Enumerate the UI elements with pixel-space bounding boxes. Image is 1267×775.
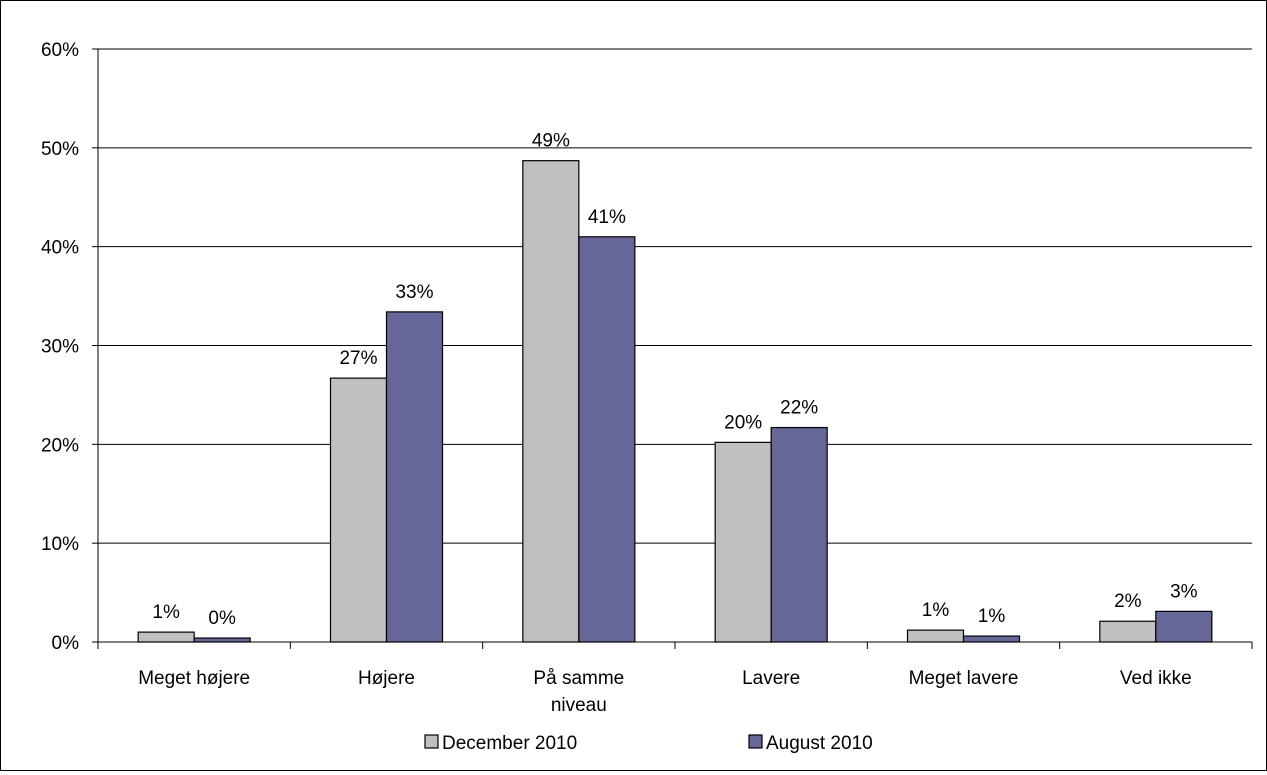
gridlines	[98, 48, 1252, 544]
bar	[1155, 610, 1213, 643]
data-label: 22%	[780, 398, 818, 419]
y-tick-label: 40%	[41, 238, 79, 259]
data-label: 41%	[588, 207, 626, 228]
x-tick-label: Ved ikke	[1120, 668, 1192, 689]
bar	[522, 160, 580, 643]
bar	[1099, 620, 1157, 643]
data-label: 0%	[208, 608, 236, 629]
data-label: 27%	[339, 348, 377, 369]
data-label: 20%	[724, 412, 762, 433]
x-tick-label: Højere	[358, 668, 415, 689]
x-tick-label: Meget lavere	[909, 668, 1019, 689]
y-tick-label: 60%	[41, 40, 79, 61]
x-tick-label: På samme	[533, 668, 624, 689]
bar	[578, 236, 636, 643]
legend-swatch	[424, 734, 439, 749]
data-label: 1%	[978, 606, 1006, 627]
y-tick-label: 10%	[41, 534, 79, 555]
y-tick-label: 50%	[41, 139, 79, 160]
bar	[329, 377, 388, 643]
data-label: 1%	[152, 602, 180, 623]
legend-swatch	[748, 734, 763, 749]
y-tick-label: 20%	[41, 435, 79, 456]
bars	[137, 160, 1213, 643]
data-label: 2%	[1114, 591, 1142, 612]
x-tick-label: Lavere	[742, 668, 800, 689]
data-label: 33%	[395, 282, 433, 303]
bar	[137, 631, 195, 643]
x-tick-label: niveau	[551, 695, 607, 716]
axes: 0% 10% 20% 30% 40% 50% 60% Meget højere Højere På…	[41, 40, 1253, 716]
data-label: 1%	[922, 600, 950, 621]
bar	[385, 311, 444, 643]
bar	[770, 426, 828, 643]
x-tick-label: Meget højere	[138, 668, 250, 689]
bar	[193, 637, 251, 643]
legend: December 2010 August 2010	[424, 733, 873, 754]
y-tick-label: 0%	[52, 633, 80, 654]
bar	[962, 635, 1021, 643]
bar	[906, 629, 965, 643]
data-labels: 1% 0% 27% 33% 49% 41% 20% 22% 1% 1% 2% 3%	[152, 131, 1197, 629]
data-label: 49%	[532, 131, 570, 152]
bar	[714, 441, 772, 643]
legend-label: August 2010	[766, 733, 873, 754]
y-tick-label: 30%	[41, 337, 79, 358]
data-label: 3%	[1170, 581, 1198, 602]
legend-label: December 2010	[442, 733, 577, 754]
